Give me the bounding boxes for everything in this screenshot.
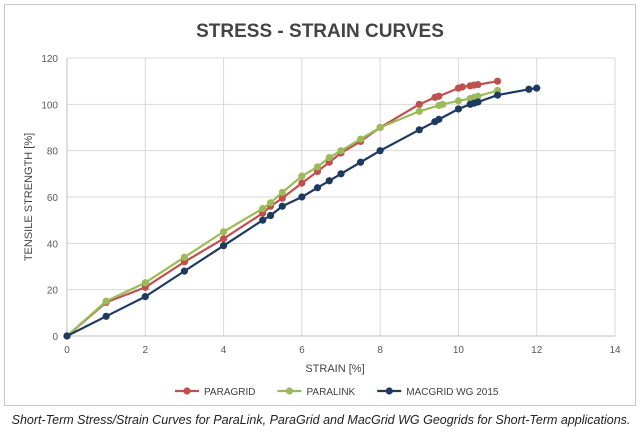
data-point — [356, 158, 365, 166]
data-point — [259, 216, 267, 224]
data-point — [454, 105, 463, 113]
grid-layer — [67, 57, 616, 336]
data-point — [102, 312, 110, 320]
data-point — [439, 100, 447, 108]
x-tick-label: 0 — [64, 345, 70, 356]
data-point — [298, 172, 306, 180]
data-point — [219, 235, 228, 243]
data-point — [102, 297, 110, 305]
legend-label: PARALINK — [307, 387, 356, 398]
series-paralink — [63, 86, 502, 340]
data-point — [278, 194, 286, 202]
x-tick-label: 12 — [531, 345, 543, 356]
data-point — [493, 77, 502, 85]
legend-swatch-marker — [285, 387, 294, 395]
data-point — [325, 177, 333, 185]
y-tick-label: 40 — [47, 239, 59, 250]
legend: PARAGRID PARALINK MACGRID WG 2015 — [175, 387, 499, 398]
legend-item: PARAGRID — [175, 387, 256, 398]
data-point — [298, 179, 306, 187]
legend-swatch-marker — [385, 387, 393, 395]
data-point — [533, 84, 541, 92]
data-point — [435, 92, 443, 100]
x-tick-label: 8 — [377, 345, 383, 356]
y-axis-title: TENSILE STRENGTH [%] — [23, 133, 35, 261]
data-point — [525, 85, 533, 93]
data-point — [474, 92, 482, 100]
legend-item: PARALINK — [277, 387, 356, 398]
series-line — [66, 89, 498, 337]
data-point — [313, 184, 322, 192]
data-point — [219, 228, 228, 236]
data-point — [435, 115, 443, 123]
x-tick-label: 4 — [221, 345, 227, 356]
series-macgrid-wg-2015 — [63, 84, 541, 340]
y-tick-label: 100 — [41, 100, 58, 111]
x-axis-title: STRAIN [%] — [305, 363, 364, 375]
y-tick-label: 80 — [47, 147, 59, 158]
data-point — [63, 332, 71, 340]
x-tick-label: 2 — [143, 345, 149, 356]
y-tick-label: 120 — [41, 54, 58, 65]
legend-label: PARAGRID — [204, 387, 256, 398]
y-tick-label: 20 — [47, 286, 59, 297]
chart-title: STRESS - STRAIN CURVES — [196, 21, 444, 42]
data-point — [415, 100, 423, 108]
data-point — [141, 293, 149, 301]
data-point — [474, 98, 482, 106]
y-tick-label: 60 — [47, 193, 59, 204]
chart-frame: STRESS - STRAIN CURVES 0 2 4 6 8 10 12 14 0 20 40 6… — [4, 4, 636, 406]
data-point — [454, 97, 463, 105]
data-point — [298, 193, 306, 201]
data-point — [376, 147, 384, 155]
data-point — [180, 253, 189, 261]
data-point — [313, 163, 322, 171]
data-point — [219, 242, 228, 250]
data-point — [266, 199, 275, 207]
axis-layer: 0 2 4 6 8 10 12 14 0 20 40 60 80 100 120 — [41, 54, 621, 356]
x-tick-label: 14 — [609, 345, 621, 356]
data-point — [474, 81, 482, 89]
data-point — [278, 202, 286, 210]
data-point — [493, 91, 502, 99]
data-point — [356, 135, 365, 143]
data-point — [278, 188, 286, 196]
data-point — [415, 107, 423, 115]
y-tick-label: 0 — [52, 332, 58, 343]
figure-caption: Short-Term Stress/Strain Curves for Para… — [11, 413, 631, 427]
data-point — [458, 83, 466, 91]
data-point — [415, 126, 423, 134]
data-point — [259, 204, 267, 213]
x-tick-label: 10 — [453, 345, 465, 356]
data-point — [337, 170, 345, 178]
stress-strain-chart: STRESS - STRAIN CURVES 0 2 4 6 8 10 12 14 0 20 40 6… — [23, 21, 621, 398]
legend-label: MACGRID WG 2015 — [406, 387, 499, 398]
data-point — [141, 279, 149, 287]
data-point — [325, 154, 333, 162]
data-point — [337, 147, 345, 155]
data-point — [180, 267, 189, 275]
data-point — [376, 123, 384, 132]
x-tick-label: 6 — [299, 345, 305, 356]
legend-swatch-marker — [183, 387, 191, 395]
data-point — [266, 211, 275, 220]
legend-item: MACGRID WG 2015 — [377, 387, 499, 398]
series-layer — [63, 77, 541, 340]
